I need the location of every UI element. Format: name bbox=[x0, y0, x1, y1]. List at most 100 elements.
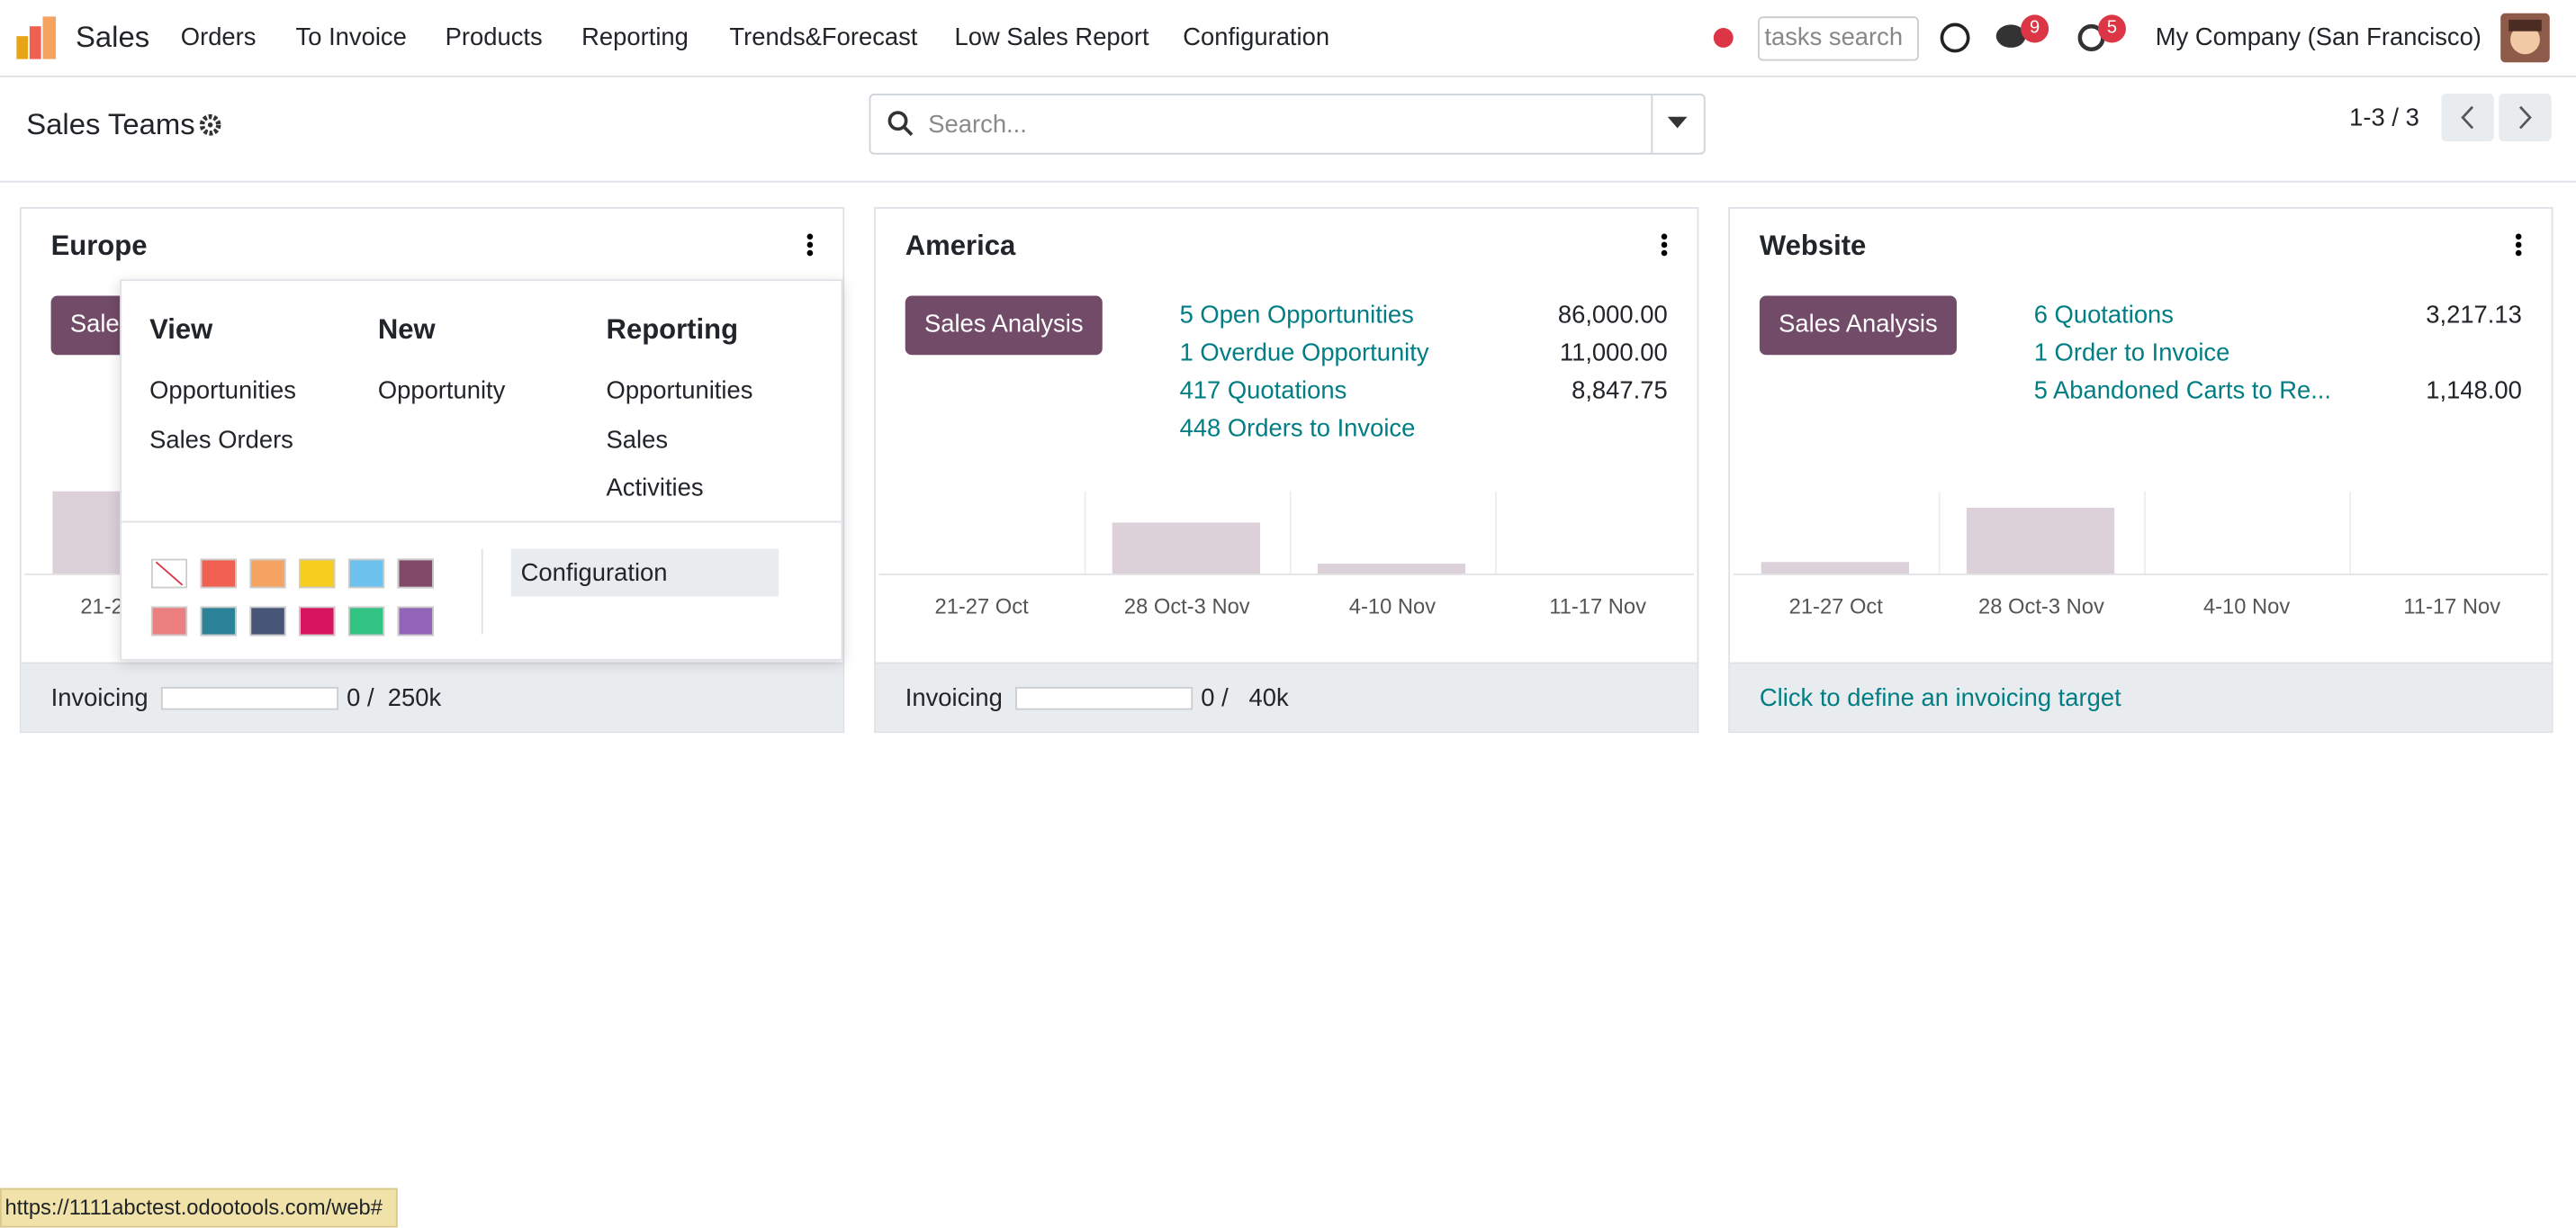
dropdown-section-title: New bbox=[377, 313, 436, 346]
dropdown-item[interactable]: Opportunity bbox=[377, 376, 506, 405]
dropdown-item[interactable]: Sales bbox=[606, 425, 669, 454]
configuration-item[interactable]: Configuration bbox=[520, 559, 668, 588]
company-switch[interactable]: My Company (San Francisco) bbox=[2155, 23, 2481, 52]
color-swatch[interactable] bbox=[299, 606, 336, 637]
card-dropdown: View Opportunities Sales Orders New Opportun… bbox=[120, 279, 843, 661]
graph-separator bbox=[1084, 491, 1086, 574]
app-name[interactable]: Sales bbox=[75, 20, 150, 54]
pager: 1-3 / 3 bbox=[2349, 104, 2419, 132]
color-none[interactable] bbox=[150, 558, 188, 589]
card-title: Europe bbox=[50, 230, 148, 262]
invoicing-label: Invoicing bbox=[905, 684, 1003, 713]
dropdown-item[interactable]: Activities bbox=[606, 474, 704, 502]
graph-label: 11-17 Nov bbox=[2403, 593, 2501, 619]
status-url: https://1111abctest.odootools.com/web# bbox=[0, 1187, 398, 1228]
dropdown-item[interactable]: Sales Orders bbox=[149, 425, 293, 454]
color-swatch[interactable] bbox=[347, 606, 385, 637]
card-title: America bbox=[905, 230, 1016, 262]
messages-icon[interactable] bbox=[1995, 22, 2031, 55]
color-swatch[interactable] bbox=[397, 606, 434, 637]
card-footer: Invoicing 0 / 250k bbox=[21, 662, 843, 732]
graph-baseline bbox=[1733, 573, 2549, 575]
color-swatch[interactable] bbox=[249, 606, 286, 637]
record-dot[interactable] bbox=[1713, 28, 1734, 48]
card-amount: 8,847.75 bbox=[1572, 376, 1668, 405]
color-swatch[interactable] bbox=[200, 558, 237, 589]
graph-separator bbox=[1495, 491, 1497, 574]
search-toggle[interactable] bbox=[1667, 116, 1688, 131]
gear-icon[interactable] bbox=[199, 113, 222, 137]
card-menu-toggle[interactable] bbox=[1661, 233, 1668, 257]
dropdown-section-title: Reporting bbox=[606, 313, 739, 346]
invoicing-amount: 0 / 250k bbox=[347, 684, 442, 713]
dropdown-item[interactable]: Opportunities bbox=[606, 376, 753, 405]
sales-analysis-button[interactable]: Sales Analysis bbox=[905, 295, 1103, 356]
menu-item[interactable]: Configuration bbox=[1183, 23, 1330, 52]
card-menu-toggle[interactable] bbox=[806, 233, 814, 257]
team-card: America Sales Analysis 5 Open Opportunitie… bbox=[874, 206, 1699, 734]
color-swatch[interactable] bbox=[397, 558, 434, 589]
card-menu-toggle[interactable] bbox=[2515, 233, 2522, 257]
card-link[interactable]: 6 Quotations bbox=[2033, 301, 2174, 330]
control-panel-border bbox=[0, 180, 2576, 183]
color-swatch[interactable] bbox=[200, 606, 237, 637]
graph-label: 21-27 Oct bbox=[1788, 593, 1883, 619]
breadcrumb: Sales Teams bbox=[26, 107, 195, 141]
team-card: Website Sales Analysis 6 Quotations 3,217.1… bbox=[1728, 206, 2553, 734]
color-swatch[interactable] bbox=[299, 558, 336, 589]
card-link[interactable]: 5 Abandoned Carts to Re... bbox=[2033, 376, 2332, 405]
activities-badge: 5 bbox=[2097, 14, 2126, 43]
avatar[interactable] bbox=[2500, 13, 2550, 63]
configuration-item-hover bbox=[510, 548, 779, 597]
dropdown-divider bbox=[122, 520, 842, 523]
invoicing-progress bbox=[1015, 686, 1193, 710]
card-link[interactable]: 448 Orders to Invoice bbox=[1179, 414, 1416, 443]
pager-next[interactable] bbox=[2499, 94, 2552, 141]
menu-item[interactable]: Orders bbox=[180, 23, 257, 52]
app-logo[interactable] bbox=[16, 16, 59, 59]
invoicing-target-link[interactable]: Click to define an invoicing target bbox=[1759, 684, 2121, 713]
menu-item[interactable]: Reporting bbox=[581, 23, 689, 52]
card-amount: 11,000.00 bbox=[1559, 339, 1668, 367]
invoicing-label: Invoicing bbox=[50, 684, 149, 713]
graph-separator bbox=[1289, 491, 1292, 574]
card-link[interactable]: 1 Order to Invoice bbox=[2033, 339, 2230, 367]
color-swatch[interactable] bbox=[150, 606, 188, 637]
graph-separator bbox=[1938, 491, 1941, 574]
color-swatch[interactable] bbox=[249, 558, 286, 589]
messages-badge: 9 bbox=[2021, 14, 2049, 43]
sales-analysis-button[interactable]: Sales Analysis bbox=[1759, 295, 1957, 356]
dropdown-item[interactable]: Opportunities bbox=[149, 376, 296, 405]
card-amount: 86,000.00 bbox=[1557, 301, 1668, 330]
card-title: Website bbox=[1759, 230, 1867, 262]
discuss-icon[interactable] bbox=[1939, 22, 1972, 55]
menu-item[interactable]: Low Sales Report bbox=[954, 23, 1149, 52]
color-swatch[interactable] bbox=[347, 558, 385, 589]
graph-bar bbox=[1761, 562, 1909, 574]
tasks-search[interactable] bbox=[1758, 16, 1919, 61]
card-link[interactable]: 417 Quotations bbox=[1179, 376, 1347, 405]
graph-separator bbox=[2144, 491, 2146, 574]
graph-label: 11-17 Nov bbox=[1549, 593, 1646, 619]
tasks-search-placeholder: tasks search bbox=[1764, 23, 1904, 52]
menu-item[interactable]: To Invoice bbox=[295, 23, 407, 52]
card-link[interactable]: 5 Open Opportunities bbox=[1179, 301, 1414, 330]
graph-bar bbox=[1112, 522, 1261, 574]
menu-item[interactable]: Products bbox=[445, 23, 543, 52]
card-link[interactable]: 1 Overdue Opportunity bbox=[1179, 339, 1429, 367]
graph-baseline bbox=[878, 573, 1694, 575]
graph-label: 21-27 Oct bbox=[934, 593, 1029, 619]
invoicing-progress bbox=[160, 686, 339, 710]
invoicing-amount: 0 / 40k bbox=[1201, 684, 1289, 713]
dropdown-divider bbox=[481, 548, 483, 635]
card-footer: Invoicing 0 / 40k bbox=[875, 662, 1698, 732]
menu-item[interactable]: Trends&Forecast bbox=[729, 23, 918, 52]
graph-label: 4-10 Nov bbox=[2202, 593, 2291, 619]
graph-separator bbox=[2349, 491, 2352, 574]
search-bar[interactable] bbox=[869, 94, 1706, 155]
pager-prev[interactable] bbox=[2441, 94, 2494, 141]
search-icon bbox=[887, 111, 914, 136]
graph-label: 28 Oct-3 Nov bbox=[1123, 593, 1250, 619]
graph-label: 28 Oct-3 Nov bbox=[1978, 593, 2104, 619]
